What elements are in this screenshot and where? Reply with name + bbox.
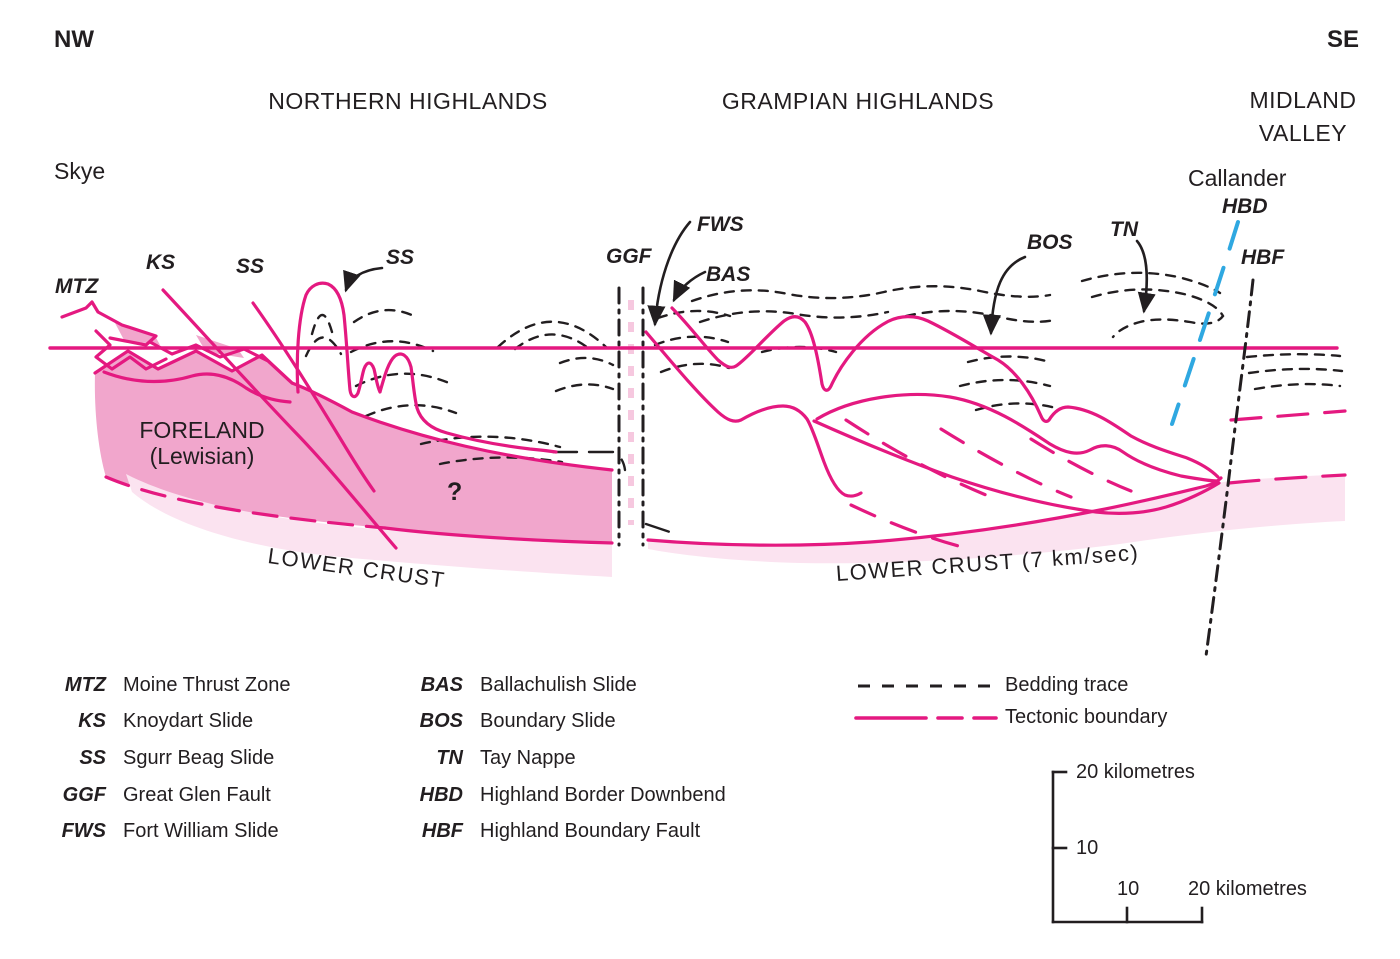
label-question-mark: ? — [447, 478, 463, 506]
legend-row-mtz: MTZ Moine Thrust Zone — [48, 667, 291, 704]
legend-column-1: MTZ Moine Thrust Zone KS Knoydart Slide … — [48, 667, 291, 850]
legend-abbr: MTZ — [64, 673, 106, 696]
legend-row-fws: FWS Fort William Slide — [48, 813, 291, 850]
foreland-base-dashed — [104, 475, 387, 530]
scale-horizontal-10: 10 — [1117, 878, 1140, 900]
tn-arrow — [1135, 239, 1156, 314]
fort-william-slide-line — [644, 330, 863, 498]
legend-name: Highland Boundary Fault — [480, 820, 701, 843]
lower-crust-top-right — [646, 476, 1223, 547]
scale-horizontal-20: 20 kilometres — [1188, 878, 1307, 900]
legend-name: Sgurr Beag Slide — [123, 746, 275, 769]
lower-crust-right-fill — [648, 474, 1345, 564]
legend-row-bas: BAS Ballachulish Slide — [397, 667, 726, 704]
scale-vertical-20: 20 kilometres — [1076, 761, 1195, 783]
midland-valley-line1: MIDLAND — [1249, 87, 1357, 113]
midland-valley-line2: VALLEY — [1258, 120, 1348, 146]
label-hbd: HBD — [1222, 195, 1268, 218]
bas-arrow — [672, 270, 707, 303]
knoydart-slide-line — [161, 288, 398, 550]
legend-name: Great Glen Fault — [123, 783, 271, 806]
nappe-lens-top — [815, 392, 1219, 483]
legend-row-ks: KS Knoydart Slide — [48, 704, 291, 741]
legend-abbr: BOS — [419, 710, 463, 733]
grampian-highlands-structures — [644, 306, 1347, 550]
label-ks: KS — [146, 251, 176, 274]
fws-arrow — [647, 220, 692, 327]
label-ss-1: SS — [236, 255, 265, 278]
foreland-line1: FORELAND — [139, 417, 265, 443]
legend-abbr: GGF — [62, 783, 106, 806]
legend-symbols — [854, 684, 998, 720]
ss-arrow — [343, 266, 384, 293]
legend-name: Moine Thrust Zone — [123, 673, 291, 696]
legend-row-hbf: HBF Highland Boundary Fault — [397, 813, 726, 850]
label-ss-2: SS — [386, 246, 415, 269]
legend-name: Tay Nappe — [480, 746, 576, 769]
label-foreland: FORELAND (Lewisian) — [139, 417, 264, 469]
legend-label-bedding-trace: Bedding trace — [1005, 674, 1129, 696]
scale-bar — [1051, 770, 1204, 924]
legend-abbr: SS — [79, 746, 106, 769]
legend-abbr: TN — [436, 746, 463, 769]
region-grampian-highlands: GRAMPIAN HIGHLANDS — [721, 88, 995, 114]
bos-arrow — [982, 255, 1027, 336]
region-midland-valley: MIDLAND VALLEY — [1249, 84, 1356, 150]
legend-column-2: BAS Ballachulish Slide BOS Boundary Slid… — [397, 667, 726, 850]
sgurr-beag-slide-line — [251, 301, 376, 493]
highland-border-downbend-line — [1170, 220, 1240, 426]
place-callander: Callander — [1188, 165, 1287, 191]
lower-crust-left-fill — [126, 474, 612, 577]
legend-abbr: HBF — [421, 820, 463, 843]
sgurr-beag-fold — [295, 281, 558, 454]
legend-row-hbd: HBD Highland Border Downbend — [397, 777, 726, 814]
compass-se: SE — [1327, 26, 1360, 53]
legend-abbr: BAS — [420, 673, 463, 696]
foreland-top-thrust — [93, 349, 614, 472]
midland-valley-dashed-upper — [1229, 409, 1347, 422]
label-hbf: HBF — [1241, 246, 1285, 269]
legend-abbr: HBD — [419, 783, 463, 806]
mtz-imbricate-line-1 — [60, 300, 158, 347]
legend-name: Knoydart Slide — [123, 710, 254, 733]
tectonic-dash-1 — [844, 418, 993, 499]
scale-vertical-10: 10 — [1076, 837, 1099, 859]
mtz-imbricate-line-4 — [102, 370, 292, 404]
region-northern-highlands: NORTHERN HIGHLANDS — [268, 88, 548, 114]
highland-boundary-fault-line — [1204, 278, 1255, 658]
legend-name: Highland Border Downbend — [480, 783, 726, 806]
midland-valley-dashed-lower — [1227, 473, 1347, 485]
legend-abbr: KS — [78, 710, 106, 733]
label-fws: FWS — [697, 213, 744, 236]
legend-name: Ballachulish Slide — [480, 673, 637, 696]
label-bos: BOS — [1027, 231, 1073, 254]
ballachulish-slide-line — [670, 306, 1220, 479]
legend-row-bos: BOS Boundary Slide — [397, 704, 726, 741]
label-bas: BAS — [706, 263, 751, 286]
foreland-base-solid — [383, 526, 614, 545]
northern-highlands-structures — [60, 281, 614, 550]
legend-row-ss: SS Sgurr Beag Slide — [48, 740, 291, 777]
tectonic-dash-2 — [939, 427, 1073, 499]
legend-name: Fort William Slide — [123, 820, 279, 843]
legend-name: Boundary Slide — [480, 710, 616, 733]
legend-abbr: FWS — [61, 820, 106, 843]
legend-row-tn: TN Tay Nappe — [397, 740, 726, 777]
tectonic-dash-4 — [849, 503, 968, 550]
label-tn: TN — [1110, 218, 1138, 241]
annotation-arrows — [343, 220, 1156, 336]
tectonic-dash-3 — [1029, 437, 1133, 493]
foreland-line2: (Lewisian) — [149, 443, 255, 469]
label-ggf: GGF — [606, 245, 652, 268]
compass-nw: NW — [54, 26, 94, 53]
label-mtz: MTZ — [55, 275, 99, 298]
legend-row-ggf: GGF Great Glen Fault — [48, 777, 291, 814]
legend-label-tectonic-boundary: Tectonic boundary — [1005, 706, 1168, 728]
nappe-diagonal-line — [812, 419, 1221, 515]
mtz-imbricate-line-2 — [94, 329, 168, 371]
place-skye: Skye — [54, 158, 106, 184]
